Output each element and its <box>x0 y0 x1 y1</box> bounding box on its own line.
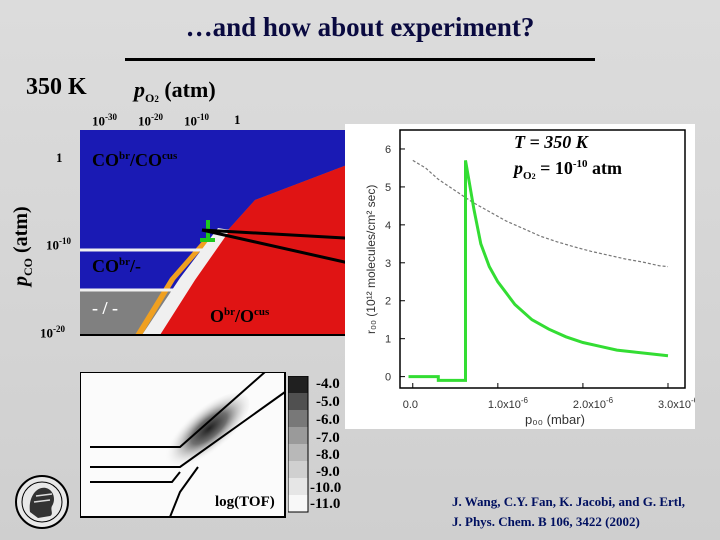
x-tick-label: 3.0x10-6 <box>658 396 695 411</box>
y-tick-3: 10-20 <box>40 324 65 341</box>
tof-boundary-2 <box>90 391 286 468</box>
region-label-co-empty: CObr/- <box>92 256 141 276</box>
y-tick-label: 6 <box>385 144 391 156</box>
y-tick-label: 2 <box>385 296 391 308</box>
x-tick-2: 10-20 <box>138 112 163 129</box>
x-tick-label: 1.0x10-6 <box>488 396 529 411</box>
y-tick-label: 1 <box>385 334 391 346</box>
pco-axis-label: pCO (atm) <box>10 206 35 286</box>
o-o-region <box>160 160 360 335</box>
y-tick-1: 1 <box>56 150 63 165</box>
title-underline <box>125 58 595 61</box>
region-label-empty-empty: - / - <box>92 298 118 318</box>
tof-high-activity-region <box>160 392 250 472</box>
po2-axis-label: pO2 (atm) <box>134 77 216 106</box>
temperature-label: 350 K <box>26 74 87 100</box>
orange-stripe <box>135 238 210 335</box>
y-tick-label: 4 <box>385 220 391 232</box>
experiment-plot-xlabel: p₀₀ (mbar) <box>525 412 585 427</box>
citation-line-1: J. Wang, C.Y. Fan, K. Jacobi, and G. Ert… <box>452 494 685 509</box>
region-label-co-co: CObr/COcus <box>92 150 178 170</box>
tof-boundary-1 <box>90 372 266 448</box>
co-empty-region <box>80 250 180 290</box>
y-axis-ticks: 0 1 2 3 4 5 6 <box>385 144 405 384</box>
colorbar-label-8: -11.0 <box>310 496 341 512</box>
experiment-plot-frame <box>399 129 686 389</box>
experiment-plot-ylabel: r₀₀ (10¹² molecules/cm² sec) <box>364 185 378 334</box>
experiment-plot-background <box>345 124 695 429</box>
slide-title: …and how about experiment? <box>185 12 535 42</box>
tof-map <box>80 372 286 518</box>
x-tick-3: 10-10 <box>184 112 209 129</box>
colorbar-label-5: -8.0 <box>316 447 340 463</box>
colorbar-label-7: -10.0 <box>310 480 342 496</box>
y-tick-2: 10-10 <box>46 236 71 253</box>
region-label-o-o: Obr/Ocus <box>210 306 270 326</box>
colorbar-label-1: -4.0 <box>316 376 340 392</box>
pressure-annotation: pO2 = 10-10 atm <box>514 158 622 182</box>
tof-boundary-3 <box>90 471 181 483</box>
colorbar-label-4: -7.0 <box>316 430 340 446</box>
x-tick-4: 1 <box>234 112 241 127</box>
institute-logo <box>15 475 69 529</box>
citation-line-2: J. Phys. Chem. B 106, 3422 (2002) <box>452 514 640 529</box>
colorbar-label-6: -9.0 <box>316 464 340 480</box>
x-tick-1: 10-30 <box>92 112 117 129</box>
colorbar-label-2: -5.0 <box>316 394 340 410</box>
temperature-annotation: T = 350 K <box>514 132 588 152</box>
x-axis-ticks: 0.0 1.0x10-6 2.0x10-6 3.0x10-6 <box>403 383 695 411</box>
x-tick-label: 0.0 <box>403 399 418 411</box>
experiment-plot: 0 1 2 3 4 5 6 0.0 1.0x10-6 2.0x10-6 3.0x10-6 r₀₀ … <box>345 124 695 429</box>
tof-colorbar <box>288 376 309 513</box>
log-tof-label: log(TOF) <box>215 494 275 510</box>
colorbar-label-3: -6.0 <box>316 412 340 428</box>
y-tick-label: 5 <box>385 182 391 194</box>
theory-series-line <box>408 160 669 382</box>
y-tick-label: 3 <box>385 258 391 270</box>
tof-boundary-4 <box>169 466 199 518</box>
y-tick-label: 0 <box>385 372 391 384</box>
white-stripe <box>142 228 230 335</box>
x-tick-label: 2.0x10-6 <box>573 396 614 411</box>
experiment-series-line <box>412 159 669 268</box>
